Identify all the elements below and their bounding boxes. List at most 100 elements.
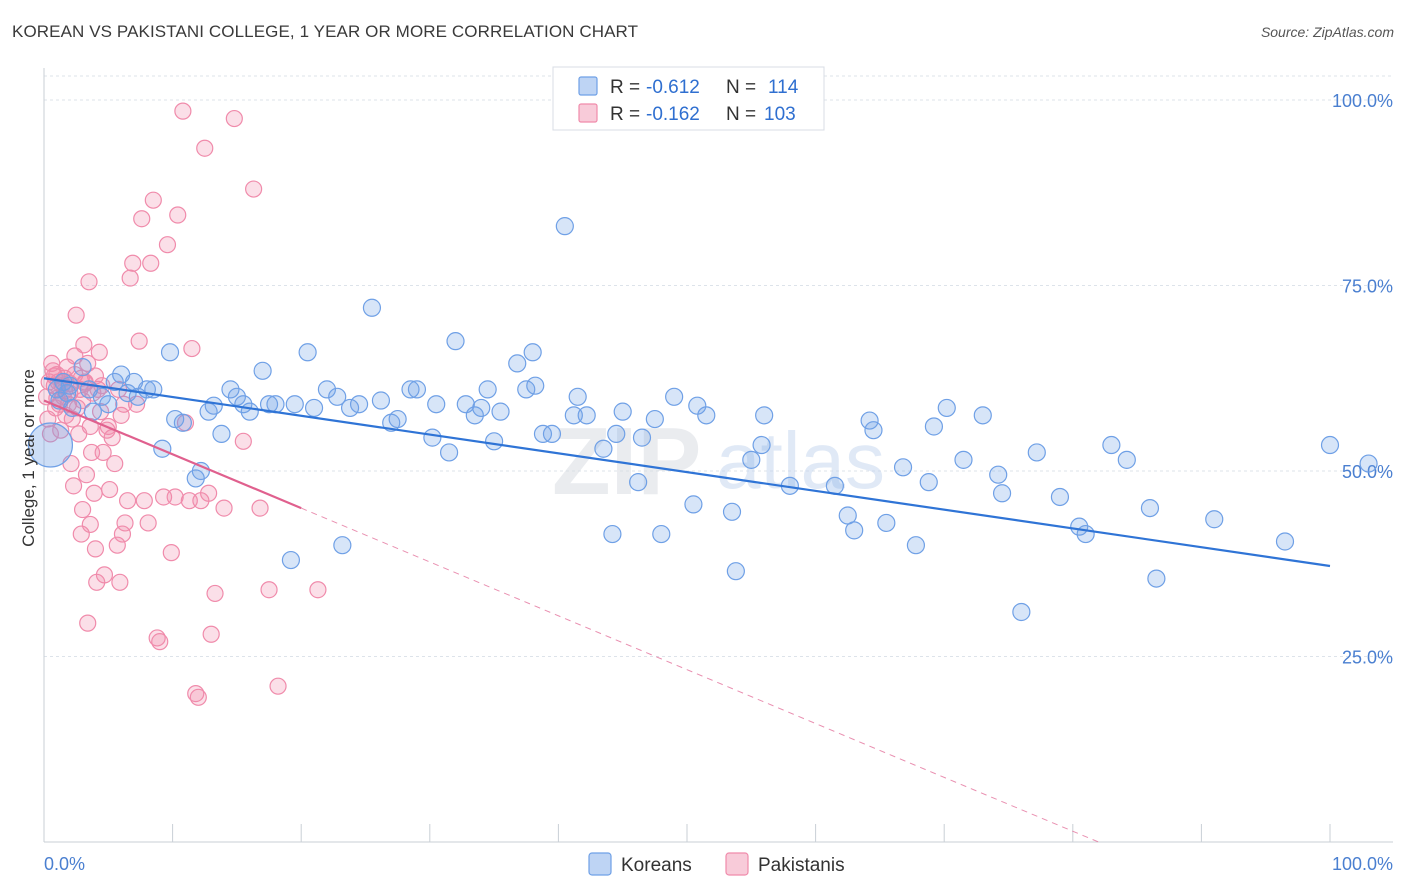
koreans-point <box>212 424 231 443</box>
koreans-point <box>1140 499 1160 518</box>
koreans-point <box>472 398 491 418</box>
pakistanis-point <box>108 536 126 554</box>
x-tick-label-end: 100.0% <box>1332 854 1393 874</box>
pakistanis-point <box>100 480 119 499</box>
pakistanis-point <box>144 191 162 209</box>
koreans-point <box>285 395 304 414</box>
pakistanis-point <box>174 102 192 120</box>
koreans-point <box>992 484 1012 503</box>
koreans-point <box>317 380 337 399</box>
pakistanis-point <box>124 254 142 272</box>
bottom-legend-swatch-koreans <box>588 852 612 876</box>
koreans-point <box>665 387 684 406</box>
koreans-point <box>577 406 596 425</box>
pakistanis-point <box>86 540 105 558</box>
legend-n-value-koreans: 114 <box>768 77 799 98</box>
legend-n-label-pakistanis: N = <box>726 104 756 125</box>
pakistanis-point <box>234 432 252 450</box>
koreans-point <box>629 473 648 492</box>
koreans-point <box>204 396 223 415</box>
y-tick-labels: 25.0%50.0%75.0%100.0% <box>1332 91 1393 668</box>
koreans-point <box>401 380 420 399</box>
koreans-point <box>328 387 347 406</box>
koreans-point <box>517 380 536 399</box>
koreans-point <box>954 450 973 469</box>
koreans-point <box>340 398 360 418</box>
pakistanis-point <box>225 109 243 128</box>
pakistanis-point <box>41 425 60 443</box>
pakistanis-point <box>115 395 133 413</box>
koreans-point <box>407 380 427 399</box>
koreans-point <box>722 502 742 521</box>
koreans-point <box>427 395 446 414</box>
pakistanis-point <box>133 210 151 228</box>
pakistanis-point <box>121 269 139 287</box>
pakistanis-point <box>79 354 97 373</box>
legend-n-value-pakistanis: 103 <box>764 104 796 125</box>
pakistanis-point <box>106 454 124 473</box>
trend-lines <box>43 377 1331 843</box>
koreans-point <box>989 465 1008 484</box>
pakistanis-point <box>269 677 287 695</box>
watermark-zip: ZIP <box>552 408 701 515</box>
koreans-point <box>924 417 944 436</box>
koreans-point <box>684 495 703 514</box>
pakistanis-trend-extension <box>301 507 1099 843</box>
koreans-point <box>1027 443 1046 462</box>
pakistanis-trend-line <box>43 399 302 510</box>
koreans-point <box>259 395 279 414</box>
legend-n-label-koreans: N = <box>726 77 756 98</box>
source-label: Source: ZipAtlas.com <box>1260 24 1394 40</box>
koreans-point <box>613 402 632 421</box>
pakistanis-point <box>113 525 132 543</box>
pakistanis-point <box>90 343 108 361</box>
koreans-point <box>388 409 407 429</box>
koreans-point <box>99 395 118 414</box>
axes <box>43 68 1393 843</box>
grid-lines <box>44 75 1393 657</box>
koreans-point <box>860 411 879 430</box>
bottom-legend-koreans: Koreans <box>621 855 692 876</box>
koreans-point <box>362 298 382 317</box>
koreans-trend-line <box>43 377 1331 568</box>
koreans-point <box>281 550 301 570</box>
koreans-point <box>645 409 664 429</box>
legend-swatch-pakistanis <box>578 103 598 123</box>
y-tick-label: 25.0% <box>1342 648 1393 668</box>
chart-title: KOREAN VS PAKISTANI COLLEGE, 1 YEAR OR M… <box>12 22 639 41</box>
y-tick-label: 100.0% <box>1332 91 1393 111</box>
pakistanis-point <box>75 336 93 354</box>
pakistanis-point <box>112 406 130 424</box>
koreans-point <box>1012 602 1031 622</box>
pakistanis-point <box>130 332 148 350</box>
pakistanis-point <box>158 236 177 254</box>
koreans-point <box>1205 510 1224 529</box>
koreans-point <box>542 424 562 443</box>
koreans-point <box>27 422 74 468</box>
koreans-point <box>253 361 272 380</box>
pakistanis-point <box>251 499 269 517</box>
koreans-point <box>304 398 324 418</box>
legend-swatch-koreans <box>578 76 598 96</box>
legend: R = -0.612 N = 114 R = -0.162 N = 103 <box>552 66 825 131</box>
pakistanis-point <box>189 688 207 706</box>
koreans-point <box>1147 569 1166 588</box>
koreans-point <box>439 443 459 462</box>
pakistanis-point <box>139 514 157 532</box>
koreans-point <box>1117 450 1136 469</box>
koreans-point <box>371 391 391 410</box>
legend-box <box>552 66 825 131</box>
pakistanis-point <box>64 477 83 495</box>
bottom-legend-pakistanis: Pakistanis <box>758 855 845 876</box>
x-tick-labels: 0.0% 100.0% <box>44 854 1393 874</box>
koreans-point <box>919 473 938 492</box>
watermark: ZIP atlas <box>552 408 885 515</box>
koreans-point <box>652 524 671 544</box>
koreans-point <box>298 343 317 362</box>
pakistanis-point <box>245 180 263 198</box>
bottom-legend: Koreans Pakistanis <box>588 852 845 876</box>
koreans-point <box>555 217 574 236</box>
koreans-point <box>937 398 956 418</box>
koreans-point <box>607 424 626 443</box>
